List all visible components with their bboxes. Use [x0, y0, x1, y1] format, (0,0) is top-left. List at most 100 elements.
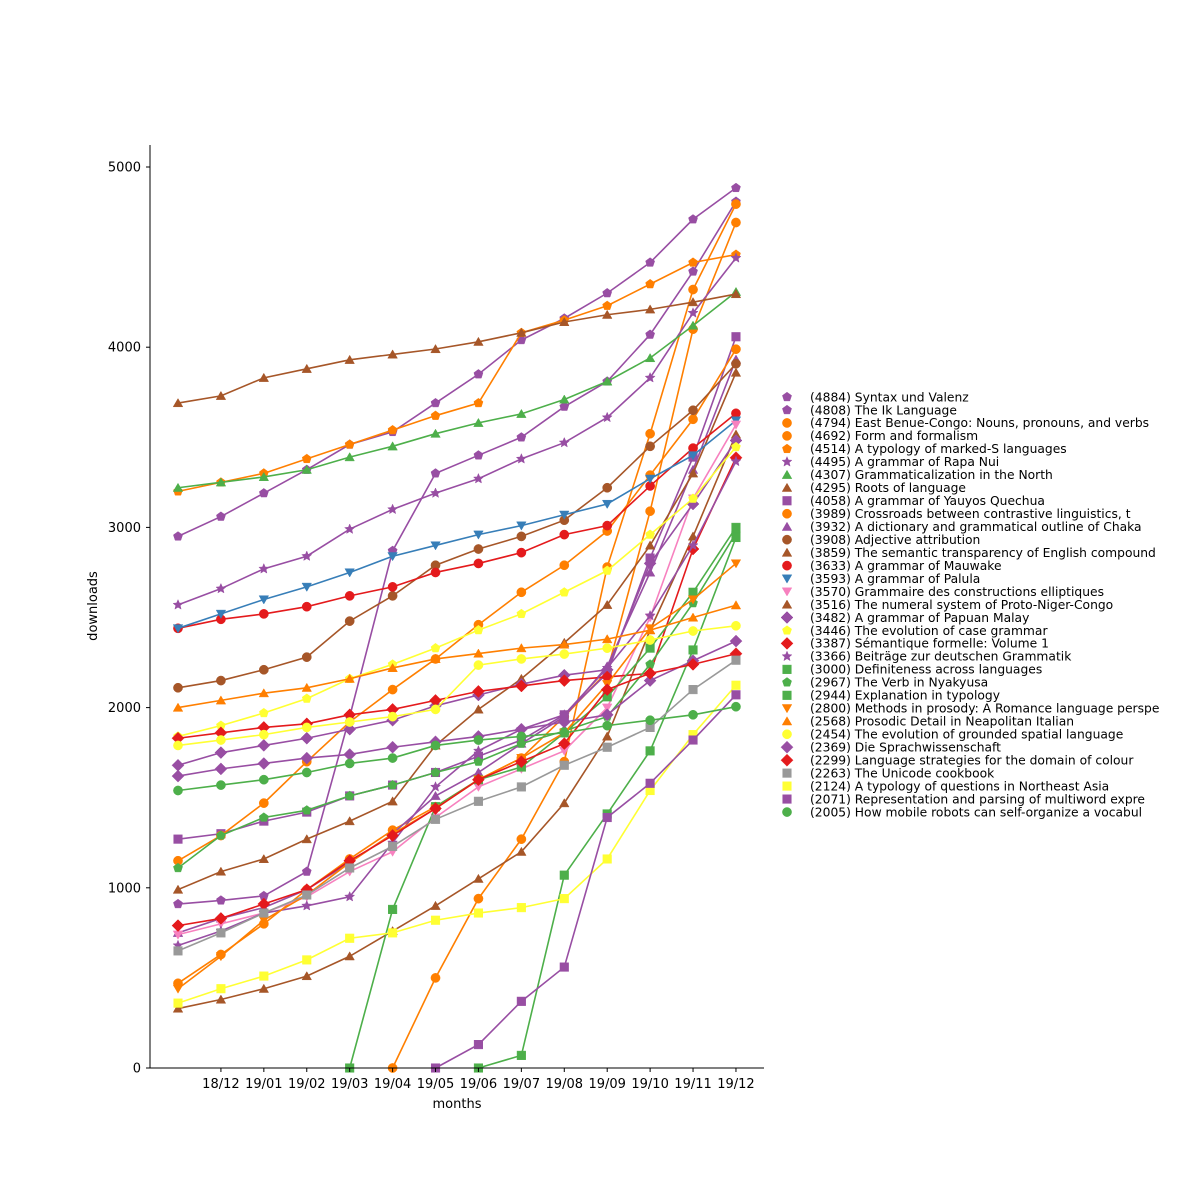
data-point [472, 685, 485, 698]
data-point [473, 796, 483, 806]
data-point [687, 320, 699, 330]
data-point [515, 755, 528, 769]
series-line [435, 694, 737, 1069]
data-point [301, 693, 312, 703]
series [173, 358, 741, 693]
legend-marker [782, 677, 792, 687]
data-point [645, 329, 655, 339]
data-point [559, 317, 570, 326]
series [172, 367, 742, 894]
x-tick-label: 19/01 [245, 1077, 282, 1092]
series-line [177, 659, 737, 952]
data-point [258, 372, 270, 382]
data-point [473, 417, 484, 427]
data-point [173, 740, 183, 751]
legend-entry: (2369) Die Sprachwissenschaft [810, 740, 1001, 754]
x-axis-label: months [433, 1097, 482, 1112]
data-point [257, 739, 271, 752]
data-point [430, 343, 441, 354]
data-point [516, 738, 527, 748]
data-point [473, 558, 484, 569]
data-point [301, 464, 312, 474]
legend-marker [781, 456, 793, 467]
data-point [301, 834, 312, 844]
data-point [258, 983, 270, 993]
x-tick-label: 19/03 [331, 1077, 368, 1092]
data-point [301, 363, 312, 373]
data-point [687, 612, 699, 622]
legend-marker [780, 753, 794, 767]
data-point [429, 487, 442, 498]
data-point [559, 870, 569, 880]
data-point [172, 1003, 184, 1013]
data-point [345, 933, 355, 943]
data-point [688, 735, 698, 745]
series-line [177, 291, 737, 489]
legend-marker [782, 560, 792, 571]
legend-marker [782, 443, 792, 454]
data-point [730, 252, 742, 263]
data-point [301, 767, 312, 778]
data-point [344, 816, 355, 826]
data-point [344, 951, 355, 961]
data-point [559, 727, 570, 738]
data-point [258, 854, 270, 863]
data-point [301, 866, 312, 876]
data-point [602, 287, 613, 298]
data-point [473, 369, 484, 379]
series-line [391, 203, 737, 1069]
y-tick-label: 0 [133, 1062, 141, 1077]
data-point [602, 812, 612, 823]
legend-marker [781, 650, 793, 662]
y-axis-ticks: 0 1000 2000 3000 4000 5000 [108, 161, 150, 1077]
data-point [730, 455, 742, 467]
data-point [258, 774, 269, 785]
legend-marker [781, 521, 793, 531]
data-point [559, 894, 569, 904]
legend-marker [782, 625, 792, 635]
x-tick-label: 19/09 [588, 1077, 625, 1092]
data-point [687, 307, 699, 318]
series [172, 416, 742, 634]
data-point [601, 662, 613, 673]
data-point [645, 746, 655, 756]
data-point [688, 405, 698, 416]
data-point [516, 782, 526, 792]
data-point [602, 720, 613, 731]
data-point [731, 199, 741, 209]
data-point [688, 493, 698, 503]
data-point [731, 358, 741, 369]
data-point [601, 599, 613, 609]
data-point [173, 998, 183, 1008]
data-point [215, 582, 227, 594]
data-point [731, 655, 741, 665]
series-line [177, 293, 737, 404]
legend-entry: (3000) Definiteness across languages [810, 663, 1042, 677]
data-point [600, 683, 614, 696]
legend-entry: (4514) A typology of marked-S languages [810, 442, 1067, 456]
data-point [344, 890, 356, 902]
data-point [557, 674, 571, 687]
data-point [516, 327, 527, 337]
data-point [258, 609, 269, 619]
series-line [177, 684, 737, 1004]
data-point [516, 903, 526, 913]
data-point [473, 544, 484, 554]
data-point [430, 790, 441, 800]
data-point [172, 624, 184, 634]
data-point [472, 472, 485, 484]
legend-marker [781, 716, 793, 726]
data-point [644, 567, 656, 577]
data-point [301, 805, 312, 815]
x-tick-label: 19/06 [460, 1077, 497, 1092]
data-point [559, 560, 570, 571]
legend-marker [781, 599, 793, 609]
data-point [215, 952, 227, 962]
data-point [731, 182, 741, 193]
data-point [216, 928, 226, 938]
y-tick-label: 5000 [108, 161, 141, 176]
data-point [173, 862, 183, 873]
legend-entry: (4495) A grammar of Rapa Nui [810, 455, 999, 469]
data-point [216, 780, 226, 790]
data-point [645, 715, 655, 726]
